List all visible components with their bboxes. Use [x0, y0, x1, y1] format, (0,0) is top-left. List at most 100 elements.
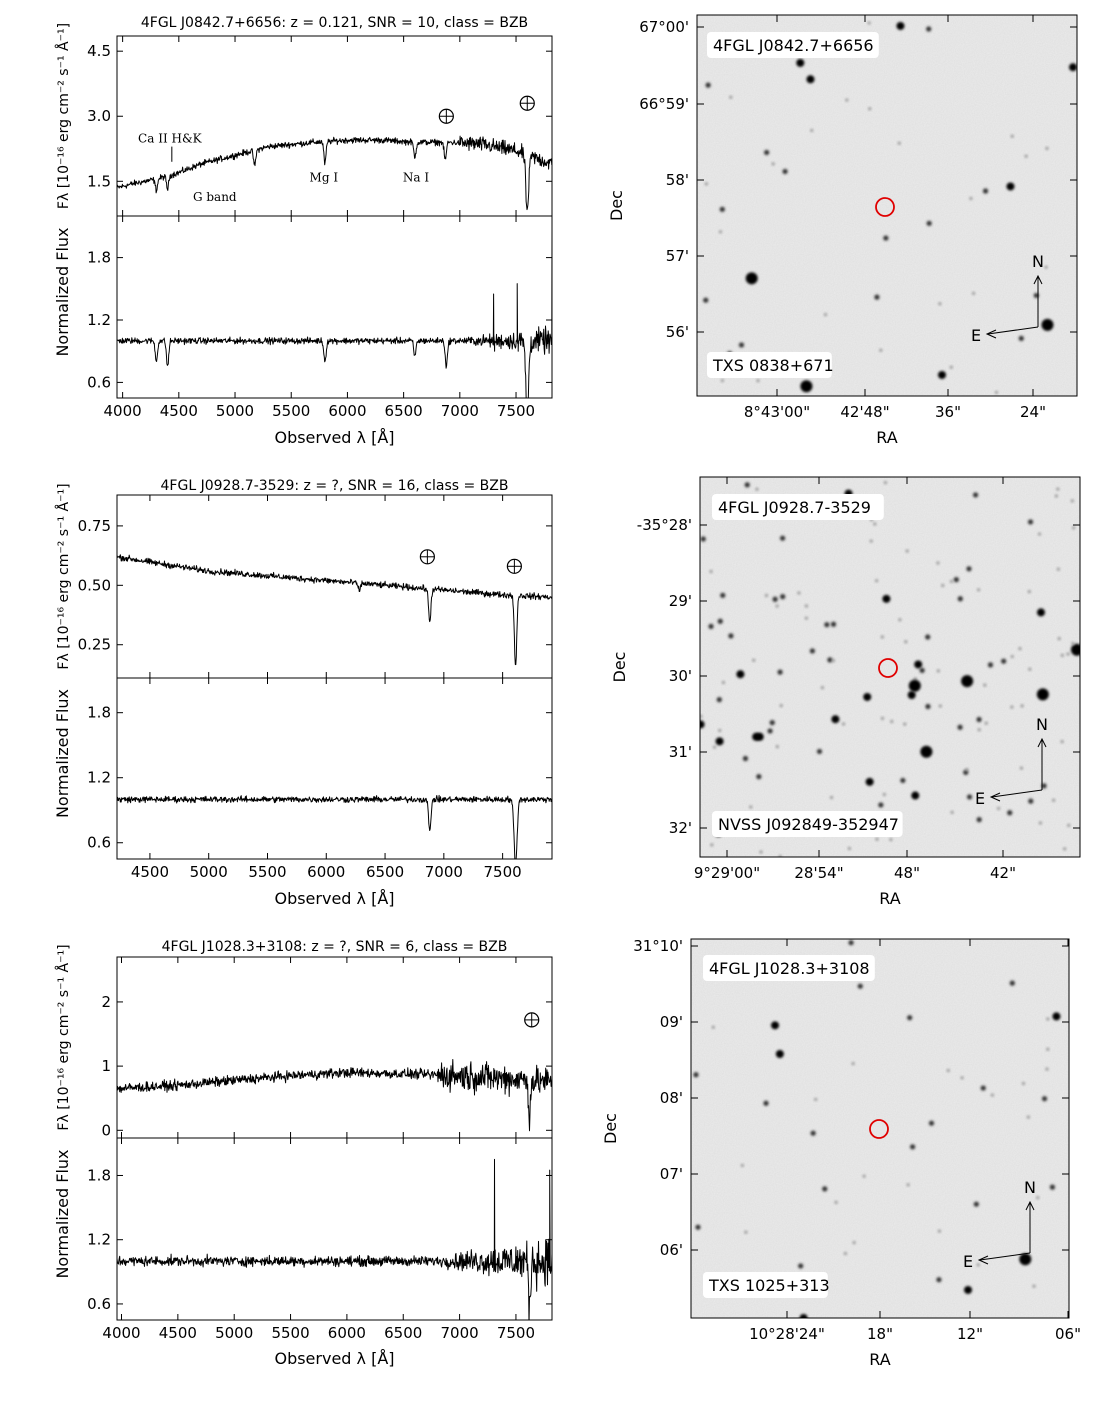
- star: [957, 724, 963, 730]
- x-tick-label: 4500: [131, 863, 169, 881]
- source-label-box: [712, 494, 884, 520]
- x-tick-label: 7000: [425, 863, 463, 881]
- star: [896, 21, 905, 30]
- source-label: 4FGL J0928.7-3529: [718, 498, 871, 517]
- star: [1052, 798, 1056, 802]
- ra-tick-label: 8°43'00": [744, 403, 810, 421]
- star: [936, 1277, 942, 1283]
- dec-tick-label: 30': [669, 667, 692, 685]
- spectrum-line: [117, 554, 552, 666]
- compass-north-head: [1037, 737, 1047, 748]
- star: [1057, 637, 1061, 641]
- star: [1036, 608, 1045, 617]
- star: [926, 26, 932, 32]
- star: [720, 592, 726, 598]
- ra-tick-label: 24": [1020, 403, 1046, 421]
- spectrum-title: 4FGL J1028.3+3108: z = ?, SNR = 6, class…: [162, 939, 508, 955]
- x-axis-label: Observed λ [Å]: [274, 1349, 394, 1368]
- flux-axis-label: Fλ [10⁻¹⁶ erg cm⁻² s⁻¹ Å⁻¹]: [55, 483, 72, 669]
- star: [1066, 652, 1070, 656]
- ra-tick-label: 9°29'00": [694, 864, 760, 882]
- star: [810, 128, 814, 133]
- star: [728, 633, 734, 639]
- x-tick-label: 4500: [159, 1324, 197, 1342]
- star: [878, 802, 884, 808]
- x-tick-label: 6500: [385, 402, 423, 420]
- image-frame: [699, 476, 1081, 858]
- ra-axis-label: RA: [879, 889, 900, 908]
- star: [911, 791, 920, 800]
- star: [966, 794, 973, 800]
- line-annotation: G band: [193, 190, 237, 204]
- star: [700, 536, 706, 542]
- x-tick-label: 5500: [271, 1324, 309, 1342]
- counterpart-label: TXS 1025+313: [708, 1276, 830, 1295]
- star: [809, 648, 816, 654]
- star: [700, 720, 705, 729]
- star: [1054, 494, 1058, 498]
- compass-east-arrow: [979, 1252, 1031, 1261]
- star: [875, 579, 879, 583]
- star: [1060, 740, 1064, 744]
- star: [804, 604, 809, 608]
- dec-tick-label: 57': [666, 247, 689, 265]
- spectrum-bottom-panel-1: 0.6 1.2 1.8 4000 4500 5000 5500 6000 6500 7000 750…: [87, 215, 553, 420]
- star: [965, 767, 969, 772]
- star: [898, 618, 902, 622]
- x-axis-label: Observed λ [Å]: [274, 889, 394, 908]
- star: [983, 683, 987, 687]
- star: [862, 1174, 866, 1178]
- star: [882, 792, 886, 797]
- star: [820, 685, 825, 690]
- counterpart-label-box: [712, 811, 903, 837]
- star: [1028, 667, 1032, 671]
- ra-tick-label: 06": [1055, 1325, 1081, 1343]
- star: [982, 188, 989, 194]
- dec-axis-label: Dec: [607, 190, 626, 221]
- star: [1038, 821, 1043, 825]
- star: [1036, 1196, 1040, 1200]
- ra-tick-label: 42'48": [840, 403, 889, 421]
- counterpart-label-box: [703, 1272, 828, 1298]
- star: [910, 1144, 916, 1150]
- star: [882, 594, 891, 603]
- y-tick-label: 0.50: [78, 576, 111, 594]
- ra-tick-label: 18": [867, 1325, 893, 1343]
- star: [977, 728, 981, 732]
- finder-chart-2: 9°29'00" 28'54" 48" 42" -35°28' 29' 30' 31' 32' R…: [610, 476, 1081, 908]
- star: [845, 98, 849, 102]
- star: [800, 380, 813, 393]
- star: [755, 487, 759, 491]
- star: [949, 365, 953, 369]
- star: [919, 667, 925, 673]
- star: [938, 704, 942, 708]
- star: [1019, 766, 1024, 770]
- flux-axis-label: Fλ [10⁻¹⁶ erg cm⁻² s⁻¹ Å⁻¹]: [55, 944, 72, 1130]
- x-tick-label: 4000: [102, 1324, 140, 1342]
- star: [721, 680, 726, 685]
- dec-axis-label: Dec: [601, 1113, 620, 1144]
- dec-tick-label: 08': [660, 1089, 683, 1107]
- star: [829, 795, 834, 800]
- axes-frame: [116, 956, 553, 1139]
- image-frame: [696, 14, 1078, 397]
- spectrum-title: 4FGL J0842.7+6656: z = 0.121, SNR = 10, …: [141, 15, 528, 31]
- star: [869, 539, 873, 543]
- star: [693, 1072, 699, 1078]
- star: [936, 561, 940, 565]
- star: [937, 1229, 942, 1233]
- star: [874, 294, 880, 300]
- star: [964, 1285, 973, 1294]
- star: [810, 1130, 816, 1136]
- star: [824, 622, 830, 628]
- spectrum-line: [117, 794, 552, 859]
- star: [744, 482, 750, 488]
- star: [777, 669, 783, 675]
- star: [767, 728, 773, 734]
- y-tick-label: 4.5: [87, 42, 111, 60]
- star: [831, 658, 836, 663]
- compass-north-head: [1025, 1200, 1035, 1211]
- star: [925, 703, 931, 710]
- star: [771, 1021, 780, 1030]
- star: [763, 1100, 769, 1106]
